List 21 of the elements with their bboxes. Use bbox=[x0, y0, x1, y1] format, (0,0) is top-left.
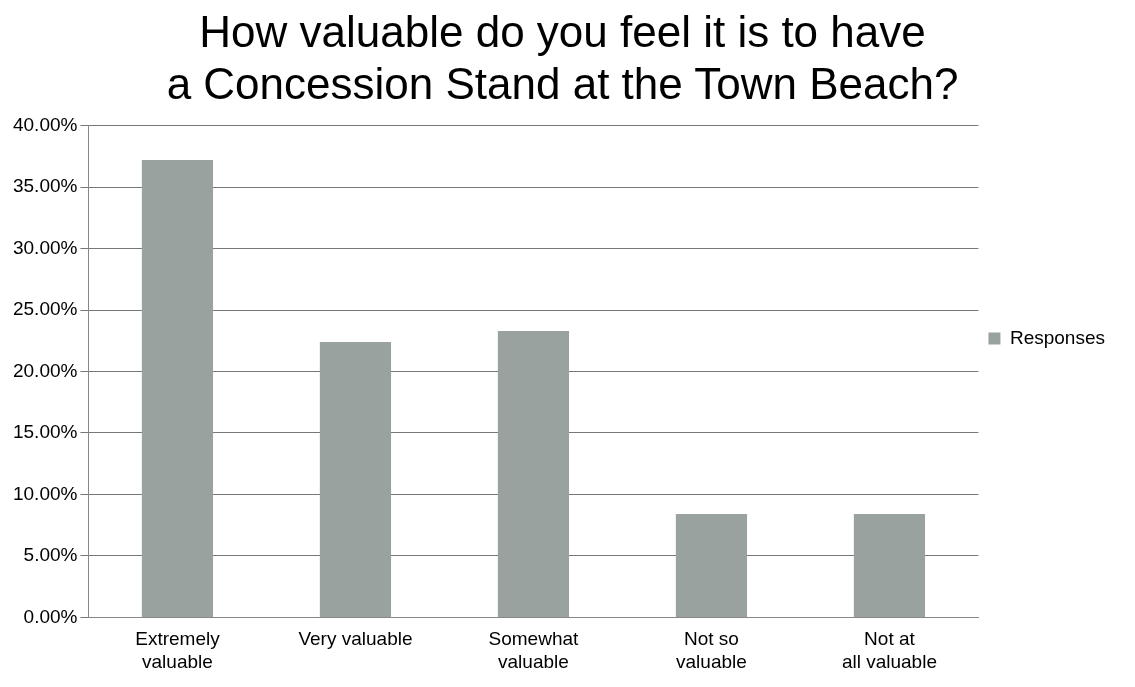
y-tick-label: 10.00% bbox=[12, 482, 78, 504]
x-tick-label: Somewhat valuable bbox=[488, 628, 580, 672]
y-tick-label: 20.00% bbox=[12, 359, 78, 381]
bar bbox=[853, 514, 926, 617]
bar bbox=[319, 341, 392, 617]
chart-title: How valuable do you feel it is to have a Concession Stand at the Town Beach? bbox=[166, 6, 959, 109]
x-tick-label: Very valuable bbox=[298, 628, 413, 650]
bar bbox=[675, 514, 748, 617]
y-tick-label: 0.00% bbox=[23, 605, 78, 627]
y-tick-label: 5.00% bbox=[23, 544, 78, 566]
bar bbox=[497, 330, 570, 617]
y-tick-label: 30.00% bbox=[12, 236, 78, 258]
y-tick-label: 35.00% bbox=[12, 175, 78, 197]
y-tick-label: 40.00% bbox=[12, 113, 78, 135]
x-tick-label: Not at all valuable bbox=[841, 628, 937, 672]
y-tick-label: 25.00% bbox=[12, 298, 78, 320]
bar bbox=[141, 160, 214, 617]
legend-label: Responses bbox=[1009, 326, 1106, 348]
x-tick-label: Not so valuable bbox=[676, 628, 747, 672]
y-tick-label: 15.00% bbox=[12, 421, 78, 443]
x-tick-label: Extremely valuable bbox=[135, 628, 221, 672]
